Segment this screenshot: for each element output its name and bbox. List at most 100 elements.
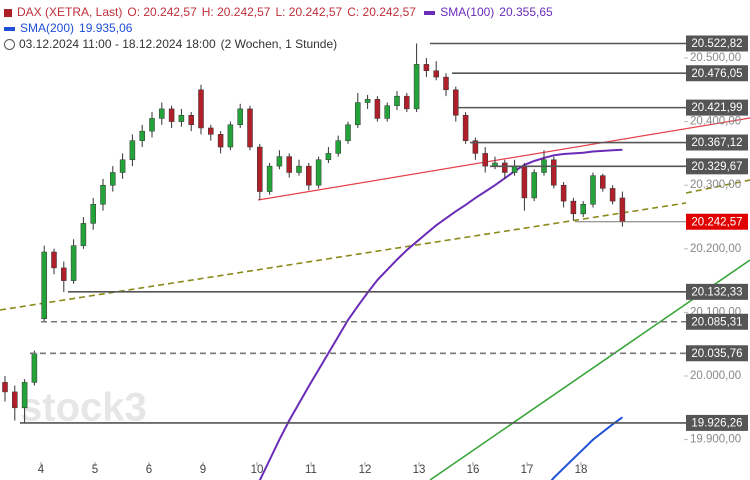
candle-body — [188, 114, 194, 126]
candle-body — [129, 140, 136, 161]
candle-body — [12, 391, 18, 409]
candle-body — [149, 118, 155, 132]
level-label: 20.242,57 — [691, 216, 742, 228]
level-label-box — [686, 35, 748, 52]
legend-value: 20.355,65 — [499, 5, 553, 19]
level-label-box — [686, 99, 748, 116]
level-label-box — [686, 313, 748, 330]
level-label: 19.926,26 — [691, 417, 742, 429]
legend-swatch — [4, 26, 15, 31]
trend-line — [257, 117, 750, 201]
candle-body — [404, 95, 410, 110]
candle-body — [51, 251, 57, 269]
x-tick-label: 18 — [575, 464, 588, 476]
level-label-box — [686, 345, 748, 362]
sma-line — [550, 416, 623, 480]
candle-body — [217, 134, 224, 148]
candle-body — [551, 159, 557, 186]
instrument: DAX (XETRA, Last) — [17, 5, 123, 19]
candle-body — [619, 197, 626, 222]
level-label-box — [686, 65, 748, 82]
y-tick-label: 20.500,00 — [690, 52, 741, 64]
candle-body — [413, 64, 420, 110]
header-line: DAX (XETRA, Last) O: 20.242,57 H: 20.242,5… — [4, 4, 558, 20]
date-range: 03.12.2024 11:00 - 18.12.2024 18:00 — [19, 37, 216, 51]
ohlc-low: L: 20.242,57 — [275, 5, 343, 19]
candle-body — [276, 156, 283, 167]
candle-body — [208, 127, 214, 135]
candle-body — [227, 124, 234, 148]
level-label: 20.035,76 — [691, 348, 742, 360]
legend-name: SMA(200) — [20, 21, 75, 35]
level-label: 20.329,67 — [691, 161, 742, 173]
level-label-box — [686, 414, 748, 431]
icon — [4, 8, 12, 17]
candle-body — [198, 89, 204, 129]
candle-body — [502, 162, 508, 173]
level-label-box — [686, 158, 748, 175]
level-label: 20.132,33 — [691, 286, 742, 298]
level-label-box — [686, 213, 748, 230]
level-label: 20.522,82 — [691, 38, 742, 50]
candle-body — [286, 156, 292, 173]
candle-body — [600, 175, 606, 189]
candle-body — [355, 102, 361, 126]
x-tick-label: 6 — [146, 464, 152, 476]
level-label: 20.421,99 — [691, 102, 742, 114]
candle-body — [384, 105, 390, 119]
x-tick-label: 13 — [413, 464, 426, 476]
y-tick-label: 20.300,00 — [690, 179, 741, 191]
candle-body — [560, 184, 567, 202]
y-tick-label: 19.900,00 — [690, 434, 741, 446]
x-tick-label: 12 — [359, 464, 372, 476]
candle-body — [315, 159, 322, 186]
candle-body — [531, 172, 537, 199]
candle-body — [21, 382, 28, 409]
candle-body — [139, 130, 145, 141]
candle-body — [345, 124, 351, 141]
candle-body — [41, 251, 47, 320]
candle-body — [590, 175, 596, 205]
candle-body — [423, 64, 430, 71]
x-tick-label: 4 — [38, 464, 45, 476]
candle-body — [580, 204, 586, 215]
candle-body — [521, 165, 528, 199]
candle-body — [168, 108, 175, 122]
y-tick-label: 20.000,00 — [690, 370, 741, 382]
candle-body — [394, 95, 400, 106]
level-label-box — [686, 134, 748, 151]
candle-body — [159, 108, 165, 119]
x-tick-label: 10 — [251, 464, 264, 476]
legend-swatch — [424, 10, 436, 15]
candle-body — [335, 140, 341, 154]
candle-body — [443, 76, 449, 91]
y-tick-label: 20.200,00 — [690, 243, 741, 255]
candle-body — [178, 114, 185, 122]
candle-body — [61, 267, 67, 281]
x-tick-label: 17 — [521, 464, 534, 476]
period: (2 Wochen, 1 Stunde) — [220, 37, 338, 51]
candle-body — [453, 89, 459, 116]
x-tick-label: 9 — [200, 464, 206, 476]
header-line: SMA(200) 19.935,06 — [4, 20, 137, 36]
legend-name: SMA(100) — [440, 5, 495, 19]
y-tick-label: 20.400,00 — [690, 116, 741, 128]
level-label: 20.085,31 — [691, 316, 742, 328]
candle-body — [237, 108, 243, 126]
ohlc-close: C: 20.242,57 — [347, 5, 416, 19]
candle-body — [472, 140, 479, 154]
x-tick-label: 11 — [305, 464, 317, 476]
candle-body — [119, 159, 126, 173]
candle-body — [70, 245, 77, 281]
candle-body — [296, 165, 302, 173]
level-label: 20.476,05 — [691, 68, 742, 80]
candle-body — [609, 188, 616, 202]
legend-value: 19.935,06 — [79, 21, 133, 35]
candle-body — [110, 172, 116, 186]
sma-line — [258, 148, 623, 480]
candle-body — [266, 165, 273, 192]
candle-body — [433, 70, 439, 78]
x-tick-label: 16 — [467, 464, 480, 476]
